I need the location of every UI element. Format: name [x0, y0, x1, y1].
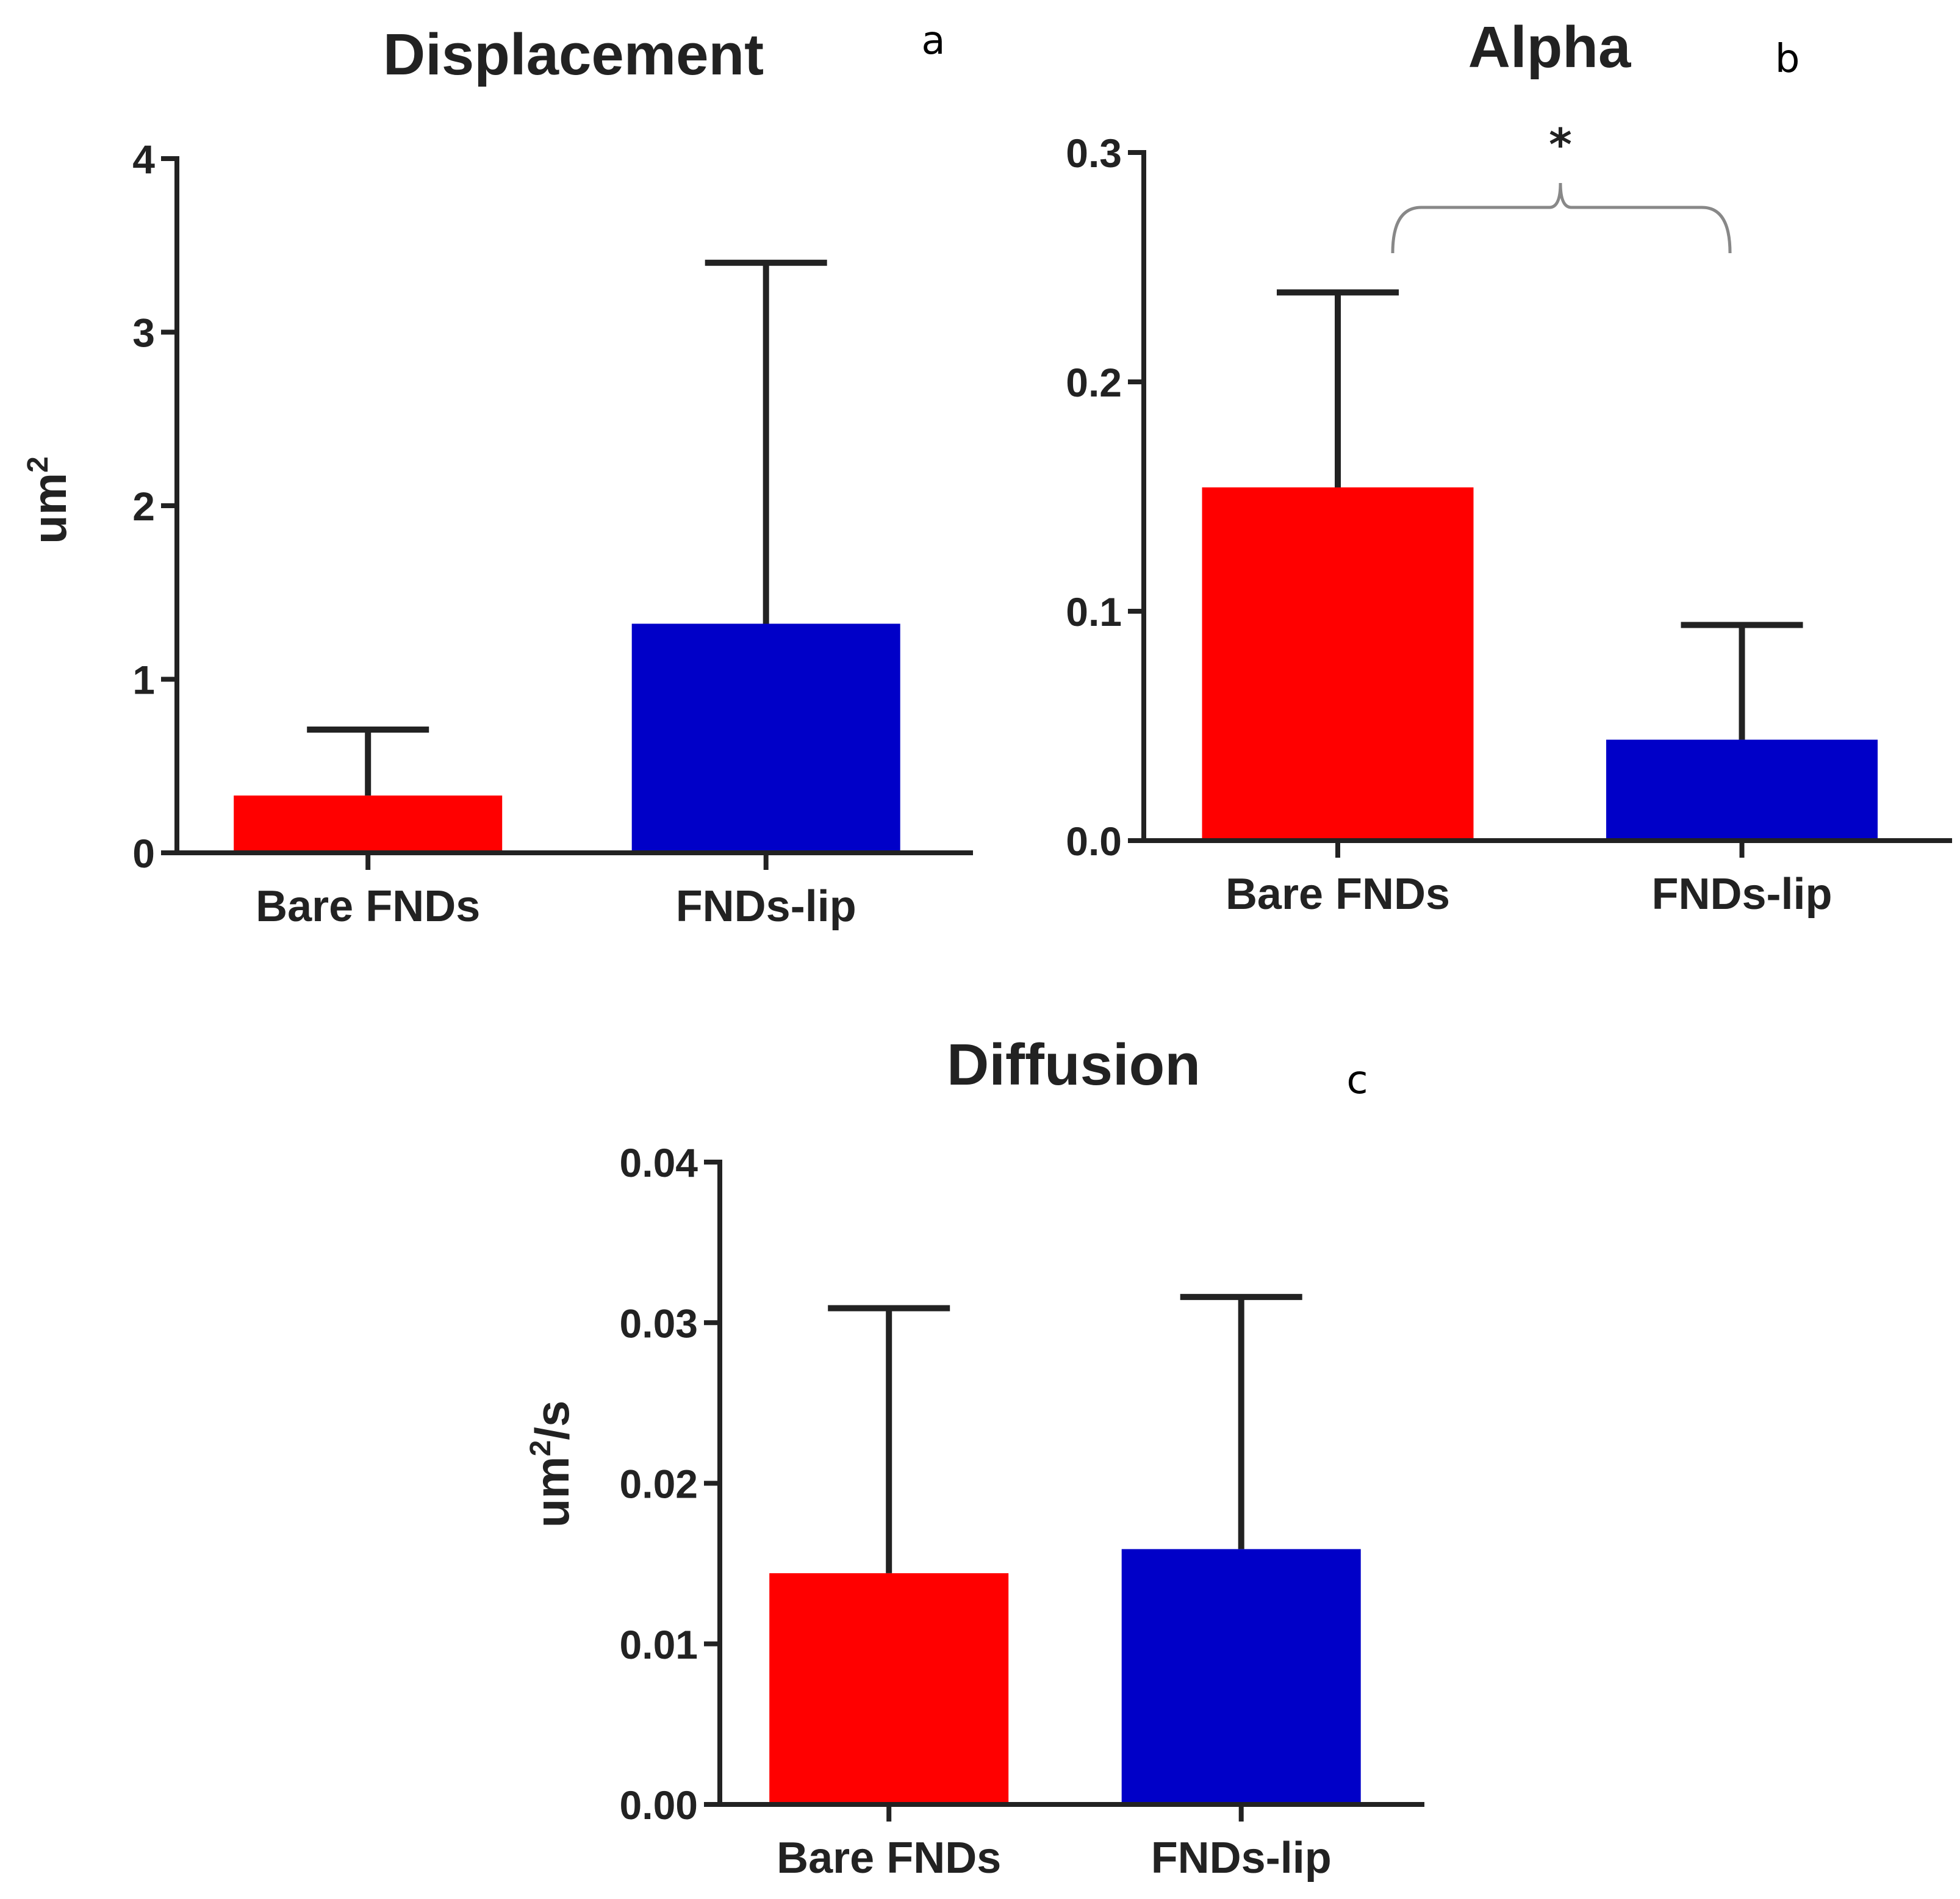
y-tick-label: 3: [132, 311, 155, 356]
error-bars: [1277, 289, 1803, 740]
significance-star: *: [1549, 119, 1572, 170]
y-tick-label: 0.00: [620, 1782, 698, 1828]
x-category-label: Bare FNDs: [1226, 870, 1450, 919]
y-tick-label: 0.2: [1066, 360, 1122, 405]
chart-title: Displacement: [383, 22, 764, 87]
y-axis-ticks: 0.0 0.1 0.2 0.3: [1066, 131, 1144, 864]
panel-letter: c: [1346, 1058, 1368, 1103]
significance-bracket: [1391, 182, 1732, 254]
chart-title: Alpha: [1468, 15, 1631, 80]
bars: [1202, 487, 1878, 841]
x-category-label: FNDs-lip: [1151, 1834, 1332, 1883]
chart-alpha: Alpha b 0.0 0.1 0.2 0.3 Bare FNDs FNDs-lip *: [1066, 15, 1952, 919]
chart-diffusion: Diffusion c um2/s 0.00 0.01 0.02 0.03 0.04 B…: [525, 1032, 1424, 1883]
y-tick-label: 0: [132, 831, 155, 876]
y-tick-label: 4: [132, 137, 155, 182]
axes: [1141, 150, 1952, 843]
y-axis-ticks: 0 1 2 3 4: [132, 137, 177, 876]
x-category-label: FNDs-lip: [1652, 870, 1833, 919]
bar-bare-fnds: [1202, 487, 1474, 841]
x-axis-categories: Bare FNDs FNDs-lip: [256, 853, 856, 931]
x-category-label: Bare FNDs: [777, 1834, 1001, 1883]
y-tick-label: 1: [132, 658, 155, 703]
bar-fnds-lip: [1606, 739, 1878, 841]
bars: [769, 1549, 1361, 1804]
axes: [174, 156, 973, 855]
chart-displacement: Displacement a um2 0 1 2 3 4 Bare FNDs FNDs-l…: [22, 18, 973, 931]
y-tick-label: 0.1: [1066, 589, 1122, 634]
y-axis-label: um2/s: [525, 1401, 579, 1528]
y-tick-label: 2: [132, 484, 155, 529]
x-axis-categories: Bare FNDs FNDs-lip: [1226, 841, 1833, 919]
y-tick-label: 0.03: [620, 1301, 698, 1346]
x-axis-categories: Bare FNDs FNDs-lip: [777, 1804, 1332, 1883]
y-axis-label: um2: [22, 456, 76, 544]
x-category-label: Bare FNDs: [256, 882, 480, 931]
y-tick-label: 0.02: [620, 1462, 698, 1507]
panel-letter: a: [921, 18, 945, 63]
axes: [717, 1160, 1424, 1807]
bar-bare-fnds: [234, 795, 503, 853]
chart-title: Diffusion: [947, 1032, 1201, 1097]
error-bars: [307, 259, 827, 796]
bars: [234, 623, 900, 853]
bar-fnds-lip: [631, 623, 900, 853]
bar-fnds-lip: [1121, 1549, 1361, 1804]
y-tick-label: 0.04: [620, 1140, 698, 1185]
y-tick-label: 0.01: [620, 1622, 698, 1667]
bar-bare-fnds: [769, 1573, 1009, 1804]
error-bars: [828, 1294, 1302, 1573]
y-tick-label: 0.0: [1066, 819, 1122, 864]
x-category-label: FNDs-lip: [676, 882, 856, 931]
panel-letter: b: [1775, 37, 1800, 82]
y-axis-ticks: 0.00 0.01 0.02 0.03 0.04: [620, 1140, 720, 1828]
y-tick-label: 0.3: [1066, 131, 1122, 176]
